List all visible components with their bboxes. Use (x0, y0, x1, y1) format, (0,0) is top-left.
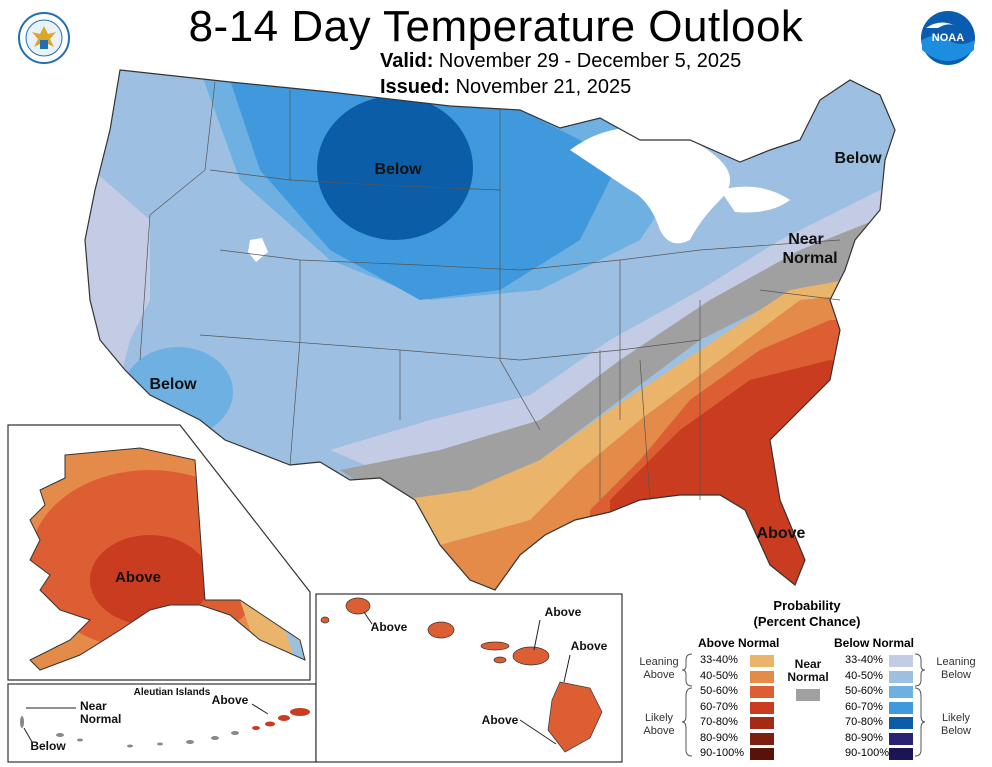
leader-aleutian-above (251, 703, 269, 715)
legend-below-swatch-6 (889, 748, 913, 760)
legend-leaning-below: Leaning Below (936, 656, 976, 681)
label-hawaii-above-3: Above (571, 639, 608, 653)
label-aleutian-above: Above (212, 693, 249, 707)
legend-above-range-6: 90-100% (700, 747, 745, 759)
legend-likely-below: Likely Below (941, 712, 971, 737)
legend-below-range-6: 90-100% (845, 747, 890, 759)
legend-below-swatch-1 (889, 670, 913, 683)
great-salt-lake (248, 238, 268, 262)
label-below-southwest: Below (149, 376, 197, 393)
legend-above-swatch-4 (750, 717, 774, 729)
legend-above-swatch-2 (750, 686, 774, 698)
legend-title-line2: (Percent Chance) (753, 614, 861, 629)
legend-below-swatch-3 (889, 701, 913, 714)
legend-title: Probability (Percent Chance) (742, 598, 872, 630)
issued-line: Issued: November 21, 2025 (380, 76, 631, 99)
legend-below-swatch-0 (889, 655, 913, 667)
legend-above-swatch-5 (750, 732, 774, 745)
legend-braces (681, 653, 926, 757)
legend-above-range-1: 40-50% (700, 669, 738, 682)
label-hawaii-above-2: Above (545, 605, 582, 619)
alaska-outline (29, 447, 306, 671)
legend-below-range-2: 50-60% (845, 685, 883, 697)
valid-value: November 29 - December 5, 2025 (438, 50, 742, 72)
hawaii-inset-frame (315, 593, 623, 763)
legend-below-swatch-5 (889, 732, 913, 745)
leader-hawaii-4 (519, 719, 557, 745)
aleutian-islands-west (20, 716, 239, 748)
svg-text:NOAA: NOAA (932, 32, 964, 44)
legend-below-range-3: 60-70% (845, 700, 883, 713)
valid-line: Valid: November 29 - December 5, 2025 (380, 50, 741, 73)
legend-near-swatch (796, 689, 820, 701)
legend-above-range-3: 60-70% (700, 700, 738, 713)
legend-below-swatch-4 (889, 717, 913, 729)
legend-likely-above: Likely Above (643, 712, 675, 737)
issued-value: November 21, 2025 (455, 76, 632, 98)
label-near-normal-east-1: Near (788, 231, 824, 248)
legend-above-swatch-6 (750, 748, 774, 760)
label-hawaii-above-4: Above (482, 713, 519, 727)
leader-aleutian-below (23, 727, 33, 743)
aleutian-islands (252, 708, 310, 730)
state-lines (139, 81, 841, 501)
legend-above-range-4: 70-80% (700, 716, 738, 728)
legend-above-range-0: 33-40% (700, 654, 738, 666)
legend-above-swatch-3 (750, 701, 774, 714)
legend-below-range-1: 40-50% (845, 669, 883, 682)
legend-above-swatch-0 (750, 655, 774, 667)
conus-outline (84, 69, 896, 591)
leader-hawaii-1 (363, 611, 373, 625)
leader-hawaii-2 (533, 619, 541, 651)
aleutian-inset-frame (7, 683, 317, 763)
label-near-normal-east-2: Normal (782, 250, 837, 267)
noaa-logo-icon: NOAA (921, 11, 975, 65)
legend-above-header: Above Normal (698, 636, 780, 650)
legend-below-header: Below Normal (834, 636, 915, 650)
label-hawaii-above-1: Above (371, 620, 408, 634)
lake-erie-ontario (720, 186, 790, 213)
label-alaska-above: Above (115, 569, 161, 586)
legend-near-label: Near Normal (787, 657, 829, 684)
page-title: 8-14 Day Temperature Outlook (188, 2, 804, 51)
leader-hawaii-3 (563, 654, 571, 683)
legend-leaning-above: Leaning Above (639, 656, 679, 681)
legend-above-range-2: 50-60% (700, 685, 738, 697)
valid-label: Valid: (380, 50, 434, 72)
label-aleutian-title: Aleutian Islands (134, 687, 211, 698)
label-above-southeast: Above (757, 525, 806, 542)
commerce-seal-icon (18, 12, 70, 64)
label-below-northeast: Below (834, 150, 882, 167)
hawaii-islands (320, 597, 603, 753)
great-lakes (570, 127, 730, 244)
legend-below-swatch-2 (889, 686, 913, 698)
label-aleutian-near-2: Normal (80, 712, 121, 726)
label-below-north: Below (374, 161, 422, 178)
legend-above-swatch-1 (750, 670, 774, 683)
issued-label: Issued: (380, 76, 451, 98)
legend-below-range-5: 80-90% (845, 731, 883, 744)
label-aleutian-near-1: Near (80, 699, 107, 713)
label-aleutian-below: Below (30, 739, 66, 753)
legend-above-range-5: 80-90% (700, 731, 738, 744)
legend-title-line1: Probability (773, 598, 841, 613)
legend-below-range-4: 70-80% (845, 716, 883, 728)
legend-below-range-0: 33-40% (845, 654, 883, 666)
